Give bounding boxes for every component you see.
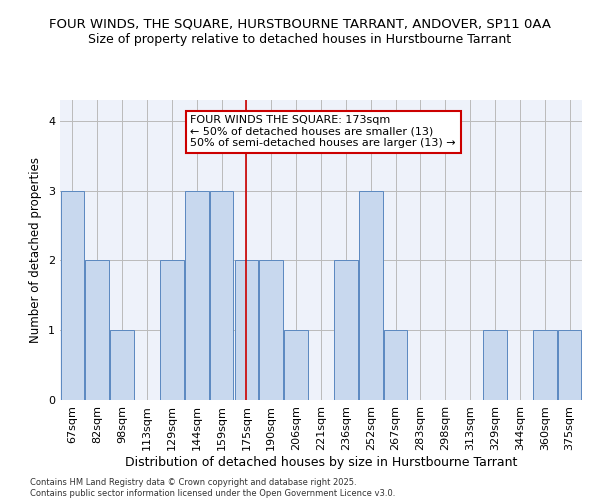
X-axis label: Distribution of detached houses by size in Hurstbourne Tarrant: Distribution of detached houses by size … (125, 456, 517, 468)
Bar (334, 260, 358, 400)
Bar (185, 190, 209, 400)
Bar (483, 330, 507, 400)
Text: FOUR WINDS THE SQUARE: 173sqm
← 50% of detached houses are smaller (13)
50% of s: FOUR WINDS THE SQUARE: 173sqm ← 50% of d… (191, 115, 456, 148)
Bar (85, 260, 109, 400)
Text: Size of property relative to detached houses in Hurstbourne Tarrant: Size of property relative to detached ho… (88, 32, 512, 46)
Bar (284, 330, 308, 400)
Bar (359, 190, 383, 400)
Y-axis label: Number of detached properties: Number of detached properties (29, 157, 43, 343)
Bar (160, 260, 184, 400)
Bar (533, 330, 557, 400)
Bar (384, 330, 407, 400)
Text: Contains HM Land Registry data © Crown copyright and database right 2025.
Contai: Contains HM Land Registry data © Crown c… (30, 478, 395, 498)
Bar (210, 190, 233, 400)
Bar (558, 330, 581, 400)
Bar (110, 330, 134, 400)
Bar (259, 260, 283, 400)
Bar (235, 260, 258, 400)
Text: FOUR WINDS, THE SQUARE, HURSTBOURNE TARRANT, ANDOVER, SP11 0AA: FOUR WINDS, THE SQUARE, HURSTBOURNE TARR… (49, 18, 551, 30)
Bar (61, 190, 84, 400)
